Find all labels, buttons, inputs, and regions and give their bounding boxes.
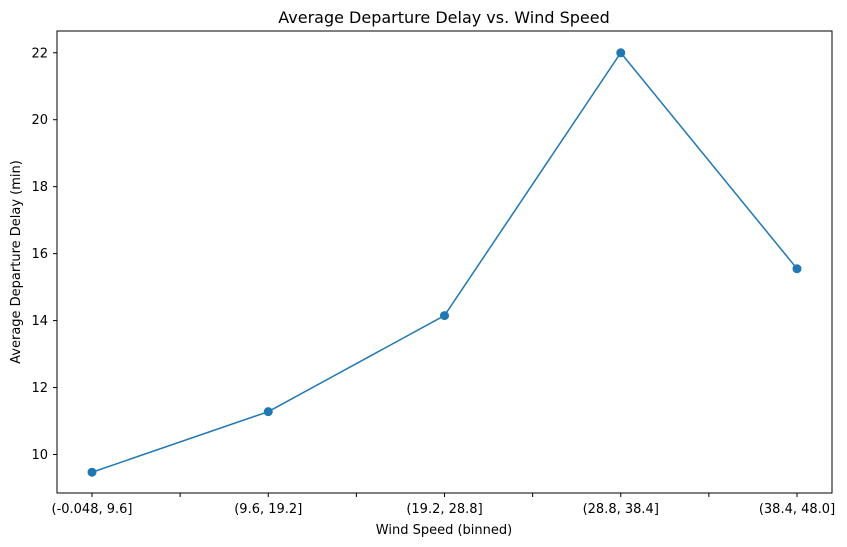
y-tick-label: 22 xyxy=(31,46,48,61)
series-line xyxy=(91,51,798,473)
x-axis-label: Wind Speed (binned) xyxy=(376,523,512,538)
x-tick-label: (-0.048, 9.6] xyxy=(52,502,133,517)
y-tick-label: 20 xyxy=(31,113,48,128)
data-point xyxy=(440,311,449,321)
plot-area-frame xyxy=(56,30,833,494)
x-tick-label: (19.2, 28.8] xyxy=(406,502,482,517)
y-axis-label: Average Departure Delay (min) xyxy=(9,160,24,364)
data-point xyxy=(87,467,97,477)
x-axis: (-0.048, 9.6] (9.6, 19.2] (19.2, 28.8] (28.… xyxy=(52,493,835,517)
chart-title: Average Departure Delay vs. Wind Speed xyxy=(278,8,609,27)
data-point xyxy=(792,264,802,274)
series-layer xyxy=(87,48,802,477)
x-tick-label: (38.4, 48.0] xyxy=(759,502,835,517)
data-point xyxy=(263,407,273,417)
y-tick-label: 14 xyxy=(31,314,48,329)
y-tick-label: 16 xyxy=(31,247,48,262)
data-point xyxy=(616,48,626,58)
y-axis: 10 12 14 16 18 20 22 xyxy=(31,46,57,463)
y-tick-label: 12 xyxy=(31,381,48,396)
x-tick-label: (28.8, 38.4] xyxy=(583,502,659,517)
y-tick-label: 10 xyxy=(31,448,48,463)
x-tick-label: (9.6, 19.2] xyxy=(234,502,302,517)
y-tick-label: 18 xyxy=(31,180,48,195)
